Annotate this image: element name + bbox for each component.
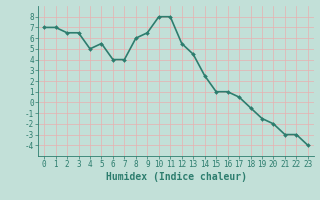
X-axis label: Humidex (Indice chaleur): Humidex (Indice chaleur): [106, 172, 246, 182]
